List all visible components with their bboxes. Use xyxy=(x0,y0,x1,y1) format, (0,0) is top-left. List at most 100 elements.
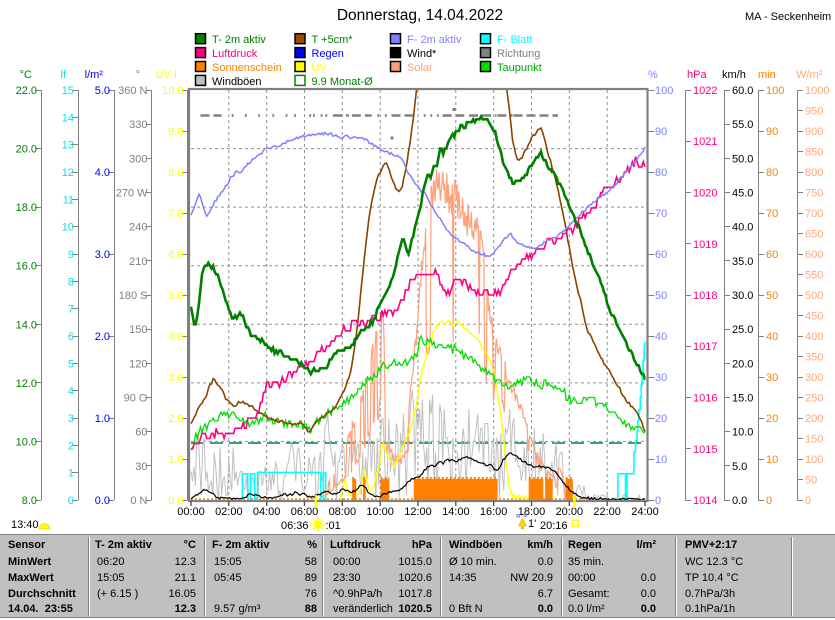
svg-text:08:00: 08:00 xyxy=(329,506,357,518)
svg-text:0.0: 0.0 xyxy=(168,495,183,507)
svg-text::01: :01 xyxy=(326,520,341,532)
svg-text:25.0: 25.0 xyxy=(732,324,753,336)
svg-text:750: 750 xyxy=(805,188,823,200)
svg-text:02:00: 02:00 xyxy=(215,506,243,518)
svg-text:50: 50 xyxy=(766,290,778,302)
svg-text:°C: °C xyxy=(20,69,32,81)
svg-text:1.0: 1.0 xyxy=(95,413,110,425)
svg-text:hPa: hPa xyxy=(687,69,707,81)
svg-text:10.0: 10.0 xyxy=(162,85,183,97)
svg-text:50.0: 50.0 xyxy=(732,153,753,165)
svg-text:7: 7 xyxy=(68,304,74,316)
svg-text:240: 240 xyxy=(129,222,147,234)
svg-text:1022: 1022 xyxy=(693,85,717,97)
svg-text:100: 100 xyxy=(766,85,784,97)
svg-text:90: 90 xyxy=(655,126,667,138)
svg-text:Luftdruck: Luftdruck xyxy=(212,48,258,60)
svg-text:0.0: 0.0 xyxy=(95,495,110,507)
svg-text:0: 0 xyxy=(805,495,811,507)
svg-text:00:00: 00:00 xyxy=(177,506,205,518)
svg-text:250: 250 xyxy=(805,393,823,405)
svg-text:15: 15 xyxy=(62,85,74,97)
svg-text:MA - Seckenheim: MA - Seckenheim xyxy=(745,11,831,23)
svg-text:1014: 1014 xyxy=(693,495,717,507)
svg-text:4.0: 4.0 xyxy=(95,167,110,179)
svg-text:16:00: 16:00 xyxy=(480,506,508,518)
svg-text:6.0: 6.0 xyxy=(168,249,183,261)
svg-text:30: 30 xyxy=(135,461,147,473)
svg-text:Richtung: Richtung xyxy=(497,48,540,60)
svg-text:lf: lf xyxy=(61,69,67,81)
svg-text:0 N: 0 N xyxy=(130,495,147,507)
svg-text:360 N: 360 N xyxy=(118,85,147,97)
svg-text:950: 950 xyxy=(805,106,823,118)
svg-text:100: 100 xyxy=(655,85,673,97)
svg-text:200: 200 xyxy=(805,413,823,425)
svg-text:22.0: 22.0 xyxy=(16,85,37,97)
svg-text:4: 4 xyxy=(68,386,74,398)
svg-text:210: 210 xyxy=(129,256,147,268)
svg-text:UV: UV xyxy=(312,62,328,74)
svg-text:5: 5 xyxy=(68,358,74,370)
svg-text:06:36: 06:36 xyxy=(281,520,309,532)
svg-text:800: 800 xyxy=(805,167,823,179)
svg-text:min: min xyxy=(758,69,776,81)
svg-text:1015: 1015 xyxy=(693,444,717,456)
svg-text:18:00: 18:00 xyxy=(518,506,546,518)
svg-text:12: 12 xyxy=(62,167,74,179)
svg-text:6: 6 xyxy=(68,331,74,343)
svg-text:T- 2m aktiv: T- 2m aktiv xyxy=(212,34,266,46)
svg-text:Solar: Solar xyxy=(407,62,433,74)
svg-text:60: 60 xyxy=(766,249,778,261)
svg-text:9.9 Monat-Ø: 9.9 Monat-Ø xyxy=(312,76,374,88)
svg-text:14:00: 14:00 xyxy=(442,506,470,518)
svg-text:350: 350 xyxy=(805,352,823,364)
svg-text:35.0: 35.0 xyxy=(732,256,753,268)
svg-text:270 W: 270 W xyxy=(116,188,148,200)
svg-text:30.0: 30.0 xyxy=(732,290,753,302)
svg-text:°: ° xyxy=(136,69,140,81)
svg-text:12:00: 12:00 xyxy=(404,506,432,518)
svg-text:UV-I: UV-I xyxy=(156,69,177,81)
svg-text:%: % xyxy=(648,69,658,81)
svg-text:400: 400 xyxy=(805,331,823,343)
svg-text:0: 0 xyxy=(655,495,661,507)
svg-text:30: 30 xyxy=(766,372,778,384)
svg-text:2: 2 xyxy=(68,440,74,452)
svg-text:80: 80 xyxy=(766,167,778,179)
svg-text:06:00: 06:00 xyxy=(291,506,319,518)
svg-text:55.0: 55.0 xyxy=(732,119,753,131)
svg-text:90 O: 90 O xyxy=(124,393,148,405)
svg-text:10.0: 10.0 xyxy=(732,427,753,439)
svg-text:2.0: 2.0 xyxy=(168,413,183,425)
svg-text:20: 20 xyxy=(655,413,667,425)
svg-text:9: 9 xyxy=(68,249,74,261)
svg-text:0: 0 xyxy=(766,495,772,507)
svg-text:l/m²: l/m² xyxy=(85,69,104,81)
svg-text:10: 10 xyxy=(62,222,74,234)
svg-text:Regen: Regen xyxy=(312,48,344,60)
svg-text:650: 650 xyxy=(805,229,823,241)
svg-text:40: 40 xyxy=(766,331,778,343)
svg-text:8.0: 8.0 xyxy=(168,167,183,179)
svg-text:20: 20 xyxy=(766,413,778,425)
svg-text:180 S: 180 S xyxy=(119,290,148,302)
svg-text:1: 1 xyxy=(68,468,74,480)
svg-text:70: 70 xyxy=(766,208,778,220)
svg-text:80: 80 xyxy=(655,167,667,179)
svg-text:1017: 1017 xyxy=(693,341,717,353)
svg-text:900: 900 xyxy=(805,126,823,138)
svg-text:120: 120 xyxy=(129,358,147,370)
svg-text:10: 10 xyxy=(655,454,667,466)
svg-text:14: 14 xyxy=(62,112,74,124)
svg-text:60.0: 60.0 xyxy=(732,85,753,97)
svg-text:10:00: 10:00 xyxy=(366,506,394,518)
svg-text:T +5cm*: T +5cm* xyxy=(312,34,354,46)
svg-text:150: 150 xyxy=(129,324,147,336)
svg-text:450: 450 xyxy=(805,311,823,323)
svg-text:12.0: 12.0 xyxy=(16,378,37,390)
svg-text:Windböen: Windböen xyxy=(212,76,262,88)
svg-text:Wind*: Wind* xyxy=(407,48,437,60)
svg-text:20.0: 20.0 xyxy=(16,144,37,156)
svg-text:60: 60 xyxy=(655,249,667,261)
